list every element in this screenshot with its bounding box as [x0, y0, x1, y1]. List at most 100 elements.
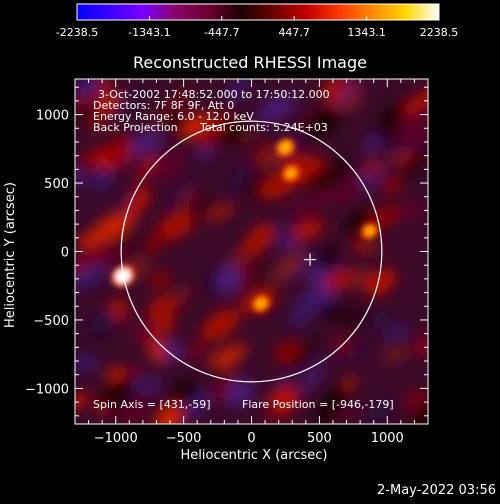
emission-blob	[211, 366, 238, 404]
colorbar-tick-label: 2238.5	[420, 26, 459, 39]
emission-blob	[97, 376, 136, 407]
emission-blob	[331, 177, 360, 205]
y-tick-label: −1000	[25, 382, 69, 397]
emission-blob	[318, 251, 339, 272]
annotation-method: Back Projection	[93, 121, 178, 134]
emission-blob	[335, 165, 357, 183]
emission-blob	[400, 106, 428, 149]
x-axis-ticks: −1000 −500 0 500 1000	[88, 79, 415, 446]
emission-blob	[278, 371, 293, 388]
y-tick-label: 1000	[36, 109, 69, 124]
emission-blob	[155, 404, 183, 424]
emission-blob	[365, 268, 396, 296]
emission-blob	[371, 311, 391, 330]
emission-blob	[75, 352, 96, 374]
emission-blob	[214, 265, 241, 295]
emission-blob	[323, 268, 357, 291]
y-tick-label: −500	[33, 314, 69, 329]
emission-blob	[76, 99, 99, 122]
emission-blob	[386, 323, 407, 342]
emission-blob	[331, 406, 365, 423]
y-tick-label: 500	[44, 177, 69, 192]
emission-blob	[301, 108, 341, 139]
emission-blob	[188, 194, 211, 220]
emission-blob	[148, 296, 174, 323]
emission-blob	[160, 108, 189, 137]
emission-blob	[290, 196, 326, 219]
annotation-counts: Total counts: 5.24E+03	[199, 121, 328, 134]
emission-blob	[257, 94, 296, 122]
emission-blob	[336, 345, 369, 364]
x-axis-label: Heliocentric X (arcsec)	[181, 448, 328, 463]
emission-blob	[118, 395, 149, 424]
emission-blob	[373, 115, 404, 140]
emission-blob	[184, 337, 208, 362]
emission-blob	[401, 200, 425, 223]
emission-blob	[270, 250, 306, 283]
emission-blob	[219, 115, 248, 145]
annotation-detectors: Detectors: 7F 8F 9F, Att 0	[93, 99, 234, 112]
annotation-spin-axis: Spin Axis = [431,-59]	[93, 398, 211, 411]
emission-blob	[75, 392, 90, 409]
emission-blob	[196, 146, 215, 161]
colorbar-bar	[76, 3, 440, 21]
emission-blob	[382, 175, 402, 195]
emission-blob	[412, 394, 428, 424]
emission-blob	[112, 90, 141, 114]
colorbar-tick-label: 447.7	[278, 26, 310, 39]
emission-blob	[245, 171, 274, 202]
emission-pattern	[75, 79, 428, 424]
emission-blob	[207, 204, 233, 221]
emission-blob	[337, 304, 364, 331]
emission-blob	[279, 146, 305, 164]
emission-blob	[146, 229, 166, 255]
y-axis-label: Heliocentric Y (arcsec)	[3, 182, 18, 328]
emission-blob	[162, 341, 183, 361]
colorbar-tick-label: -2238.5	[56, 26, 98, 39]
emission-blob	[403, 387, 428, 414]
emission-blob	[271, 385, 299, 415]
emission-blob	[300, 357, 325, 395]
emission-blob	[150, 269, 170, 290]
chart-title: Reconstructed RHESSI Image	[133, 53, 367, 72]
x-tick-label: 0	[247, 431, 255, 446]
emission-blob	[288, 340, 321, 368]
annotation-flare-position: Flare Position = [-946,-179]	[242, 398, 394, 411]
emission-blob	[323, 153, 346, 186]
emission-blob	[207, 344, 249, 367]
emission-blob	[251, 79, 268, 87]
emission-blob	[99, 93, 122, 108]
emission-blob	[409, 320, 428, 357]
emission-blob	[75, 263, 109, 290]
y-axis-ticks: −1000 −500 0 500 1000	[25, 86, 428, 417]
emission-blob	[227, 378, 253, 408]
emission-blob	[75, 242, 116, 267]
emission-blob	[88, 310, 117, 334]
emission-blob	[105, 134, 132, 162]
emission-blob	[170, 379, 196, 404]
colorbar-tick-label: 1343.1	[347, 26, 386, 39]
emission-blob	[130, 132, 162, 155]
emission-blob	[76, 229, 108, 248]
bright-feature	[361, 223, 378, 239]
emission-blob	[182, 390, 212, 420]
colorbar-ticks: -2238.5 -1343.1 -447.7 447.7 1343.1 2238.5	[56, 16, 458, 39]
emission-blob	[127, 186, 151, 215]
emission-blob	[158, 150, 185, 180]
bright-feature	[275, 138, 295, 157]
emission-blob	[290, 287, 321, 327]
colorbar: -2238.5 -1343.1 -447.7 447.7 1343.1 2238.5	[56, 3, 458, 39]
emission-blob	[226, 158, 252, 196]
emission-blob	[136, 152, 157, 183]
emission-blob	[106, 366, 123, 381]
emission-blob	[146, 379, 161, 392]
bright-feature	[282, 165, 300, 182]
emission-blob	[349, 268, 371, 289]
emission-blob	[365, 400, 394, 420]
x-tick-label: −1000	[94, 431, 138, 446]
emission-blob	[402, 86, 428, 116]
emission-blob	[167, 175, 198, 210]
annotation-energy: Energy Range: 6.0 - 12.0 keV	[93, 110, 254, 123]
emission-blob	[320, 79, 350, 100]
annotations: 3-Oct-2002 17:48:52.000 to 17:50:12.000 …	[93, 88, 394, 411]
